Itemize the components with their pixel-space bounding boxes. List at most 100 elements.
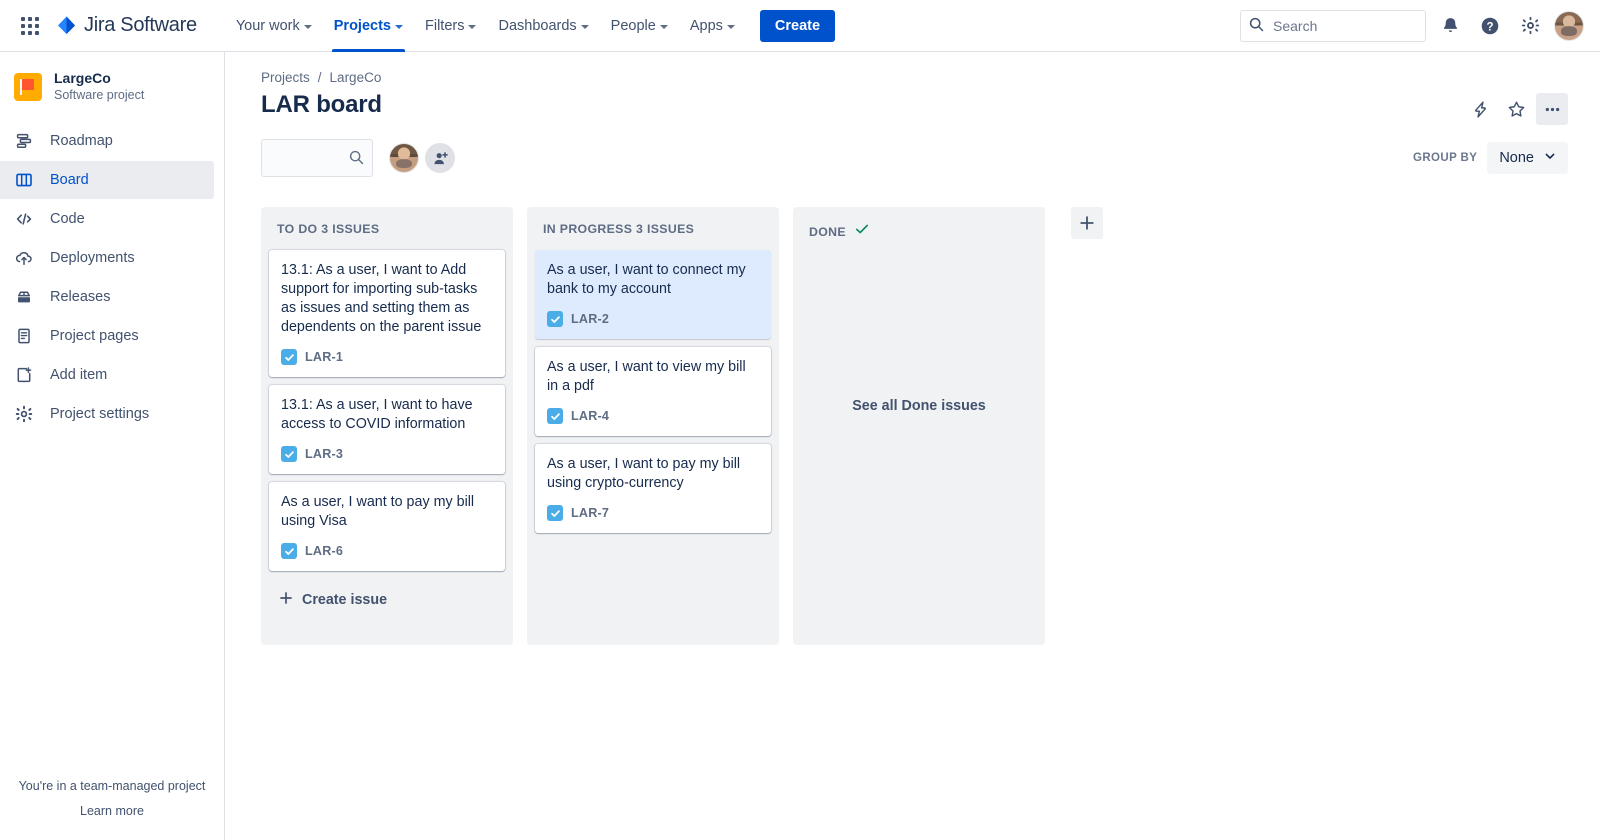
issue-key: LAR-7 (571, 506, 610, 520)
star-icon[interactable] (1500, 93, 1532, 125)
create-issue-button[interactable]: Create issue (269, 581, 505, 619)
more-actions-icon[interactable] (1536, 93, 1568, 125)
done-check-icon (855, 222, 869, 241)
search-input[interactable] (1240, 9, 1426, 42)
main-content: Projects / LargeCo LAR board (225, 52, 1600, 840)
column-header: IN PROGRESS 3 ISSUES (535, 217, 771, 250)
page-body: LargeCo Software project Roadmap (0, 52, 1600, 840)
group-by-value: None (1499, 150, 1534, 166)
issue-card[interactable]: As a user, I want to pay my bill using V… (269, 482, 505, 571)
board-members (389, 143, 455, 173)
board-column-todo: TO DO 3 ISSUES 13.1: As a user, I want t… (261, 207, 513, 645)
column-title: TO DO 3 ISSUES (277, 222, 380, 236)
sidebar-item-add-item[interactable]: Add item (0, 356, 214, 394)
member-avatar[interactable] (389, 143, 419, 173)
nav-people[interactable]: People (600, 0, 679, 52)
project-avatar-flag-icon (14, 72, 42, 101)
project-type: Software project (54, 88, 145, 102)
create-issue-label: Create issue (302, 592, 388, 608)
issue-card-footer: LAR-7 (547, 505, 759, 521)
breadcrumb: Projects / LargeCo (261, 70, 1568, 85)
group-by-select[interactable]: None (1487, 142, 1568, 174)
nav-right-group: ? (1240, 9, 1600, 42)
title-row: LAR board (261, 91, 1568, 125)
issue-card-footer: LAR-6 (281, 543, 493, 559)
nav-apps-label: Apps (689, 17, 723, 34)
title-actions (1464, 93, 1568, 125)
learn-more-link[interactable]: Learn more (80, 804, 144, 818)
breadcrumb-projects[interactable]: Projects (261, 70, 310, 85)
story-icon (281, 446, 297, 462)
issue-card-footer: LAR-1 (281, 349, 493, 365)
project-sidebar: LargeCo Software project Roadmap (0, 52, 225, 840)
board-toolbar: GROUP BY None (261, 139, 1568, 177)
issue-key: LAR-3 (305, 447, 344, 461)
story-icon (547, 311, 563, 327)
deployments-icon (14, 248, 34, 268)
nav-projects[interactable]: Projects (323, 0, 414, 52)
jira-diamond-icon (56, 15, 77, 36)
help-icon[interactable]: ? (1474, 10, 1506, 42)
nav-projects-label: Projects (333, 17, 391, 34)
nav-filters[interactable]: Filters (414, 0, 487, 52)
global-search (1240, 9, 1426, 42)
issue-card[interactable]: As a user, I want to pay my bill using c… (535, 444, 771, 533)
issue-card[interactable]: 13.1: As a user, I want to have access t… (269, 385, 505, 474)
sidebar-footer: You're in a team-managed project Learn m… (0, 774, 224, 840)
breadcrumb-project[interactable]: LargeCo (329, 70, 382, 85)
gear-icon[interactable] (1514, 10, 1546, 42)
issue-card-footer: LAR-3 (281, 446, 493, 462)
create-button[interactable]: Create (759, 9, 836, 42)
board-column-in-progress: IN PROGRESS 3 ISSUES As a user, I want t… (527, 207, 779, 645)
chevron-down-icon (726, 24, 735, 29)
chevron-down-icon (580, 24, 589, 29)
sidebar-item-label: Code (50, 211, 85, 227)
issue-card-footer: LAR-2 (547, 311, 759, 327)
board-search-input[interactable] (262, 140, 372, 176)
see-all-done-issues-link[interactable]: See all Done issues (852, 398, 986, 414)
breadcrumb-separator: / (317, 70, 322, 85)
chevron-down-icon (303, 24, 312, 29)
sidebar-item-deployments[interactable]: Deployments (0, 239, 214, 277)
sidebar-item-project-pages[interactable]: Project pages (0, 317, 214, 355)
nav-apps[interactable]: Apps (679, 0, 746, 52)
sidebar-item-roadmap[interactable]: Roadmap (0, 122, 214, 160)
nav-filters-label: Filters (425, 17, 465, 34)
chevron-down-icon (659, 24, 668, 29)
sidebar-item-label: Deployments (50, 250, 135, 266)
sidebar-nav-list: Roadmap Board (0, 121, 224, 434)
add-person-icon[interactable] (425, 143, 455, 173)
sidebar-item-project-settings[interactable]: Project settings (0, 395, 214, 433)
sidebar-item-label: Project settings (50, 406, 150, 422)
board-icon (14, 170, 34, 190)
issue-key: LAR-6 (305, 544, 344, 558)
app-switcher-icon[interactable] (14, 10, 46, 42)
issue-key: LAR-2 (571, 312, 610, 326)
sidebar-item-label: Project pages (50, 328, 139, 344)
issue-card[interactable]: As a user, I want to view my bill in a p… (535, 347, 771, 436)
releases-icon (14, 287, 34, 307)
chevron-down-icon (1544, 150, 1556, 166)
issue-card[interactable]: As a user, I want to connect my bank to … (535, 250, 771, 339)
board-column-done: DONE See all Done issues (793, 207, 1045, 645)
brand-label: Jira Software (84, 14, 197, 36)
issue-key: LAR-1 (305, 350, 344, 364)
team-managed-note: You're in a team-managed project (18, 779, 206, 793)
project-header[interactable]: LargeCo Software project (0, 52, 224, 109)
story-icon (547, 408, 563, 424)
sidebar-item-releases[interactable]: Releases (0, 278, 214, 316)
user-avatar[interactable] (1554, 10, 1584, 41)
sidebar-item-code[interactable]: Code (0, 200, 214, 238)
sidebar-item-board[interactable]: Board (0, 161, 214, 199)
nav-dashboards[interactable]: Dashboards (487, 0, 599, 52)
add-column-button[interactable] (1071, 207, 1103, 239)
issue-summary: As a user, I want to connect my bank to … (547, 262, 746, 297)
issue-card[interactable]: 13.1: As a user, I want to Add support f… (269, 250, 505, 377)
nav-dashboards-label: Dashboards (498, 17, 577, 34)
nav-your-work[interactable]: Your work (225, 0, 323, 52)
insights-lightning-icon[interactable] (1464, 93, 1496, 125)
group-by-label: GROUP BY (1412, 152, 1478, 164)
notification-bell-icon[interactable] (1434, 10, 1466, 42)
jira-software-logo[interactable]: Jira Software (56, 14, 197, 37)
issue-summary: As a user, I want to pay my bill using c… (547, 456, 741, 491)
